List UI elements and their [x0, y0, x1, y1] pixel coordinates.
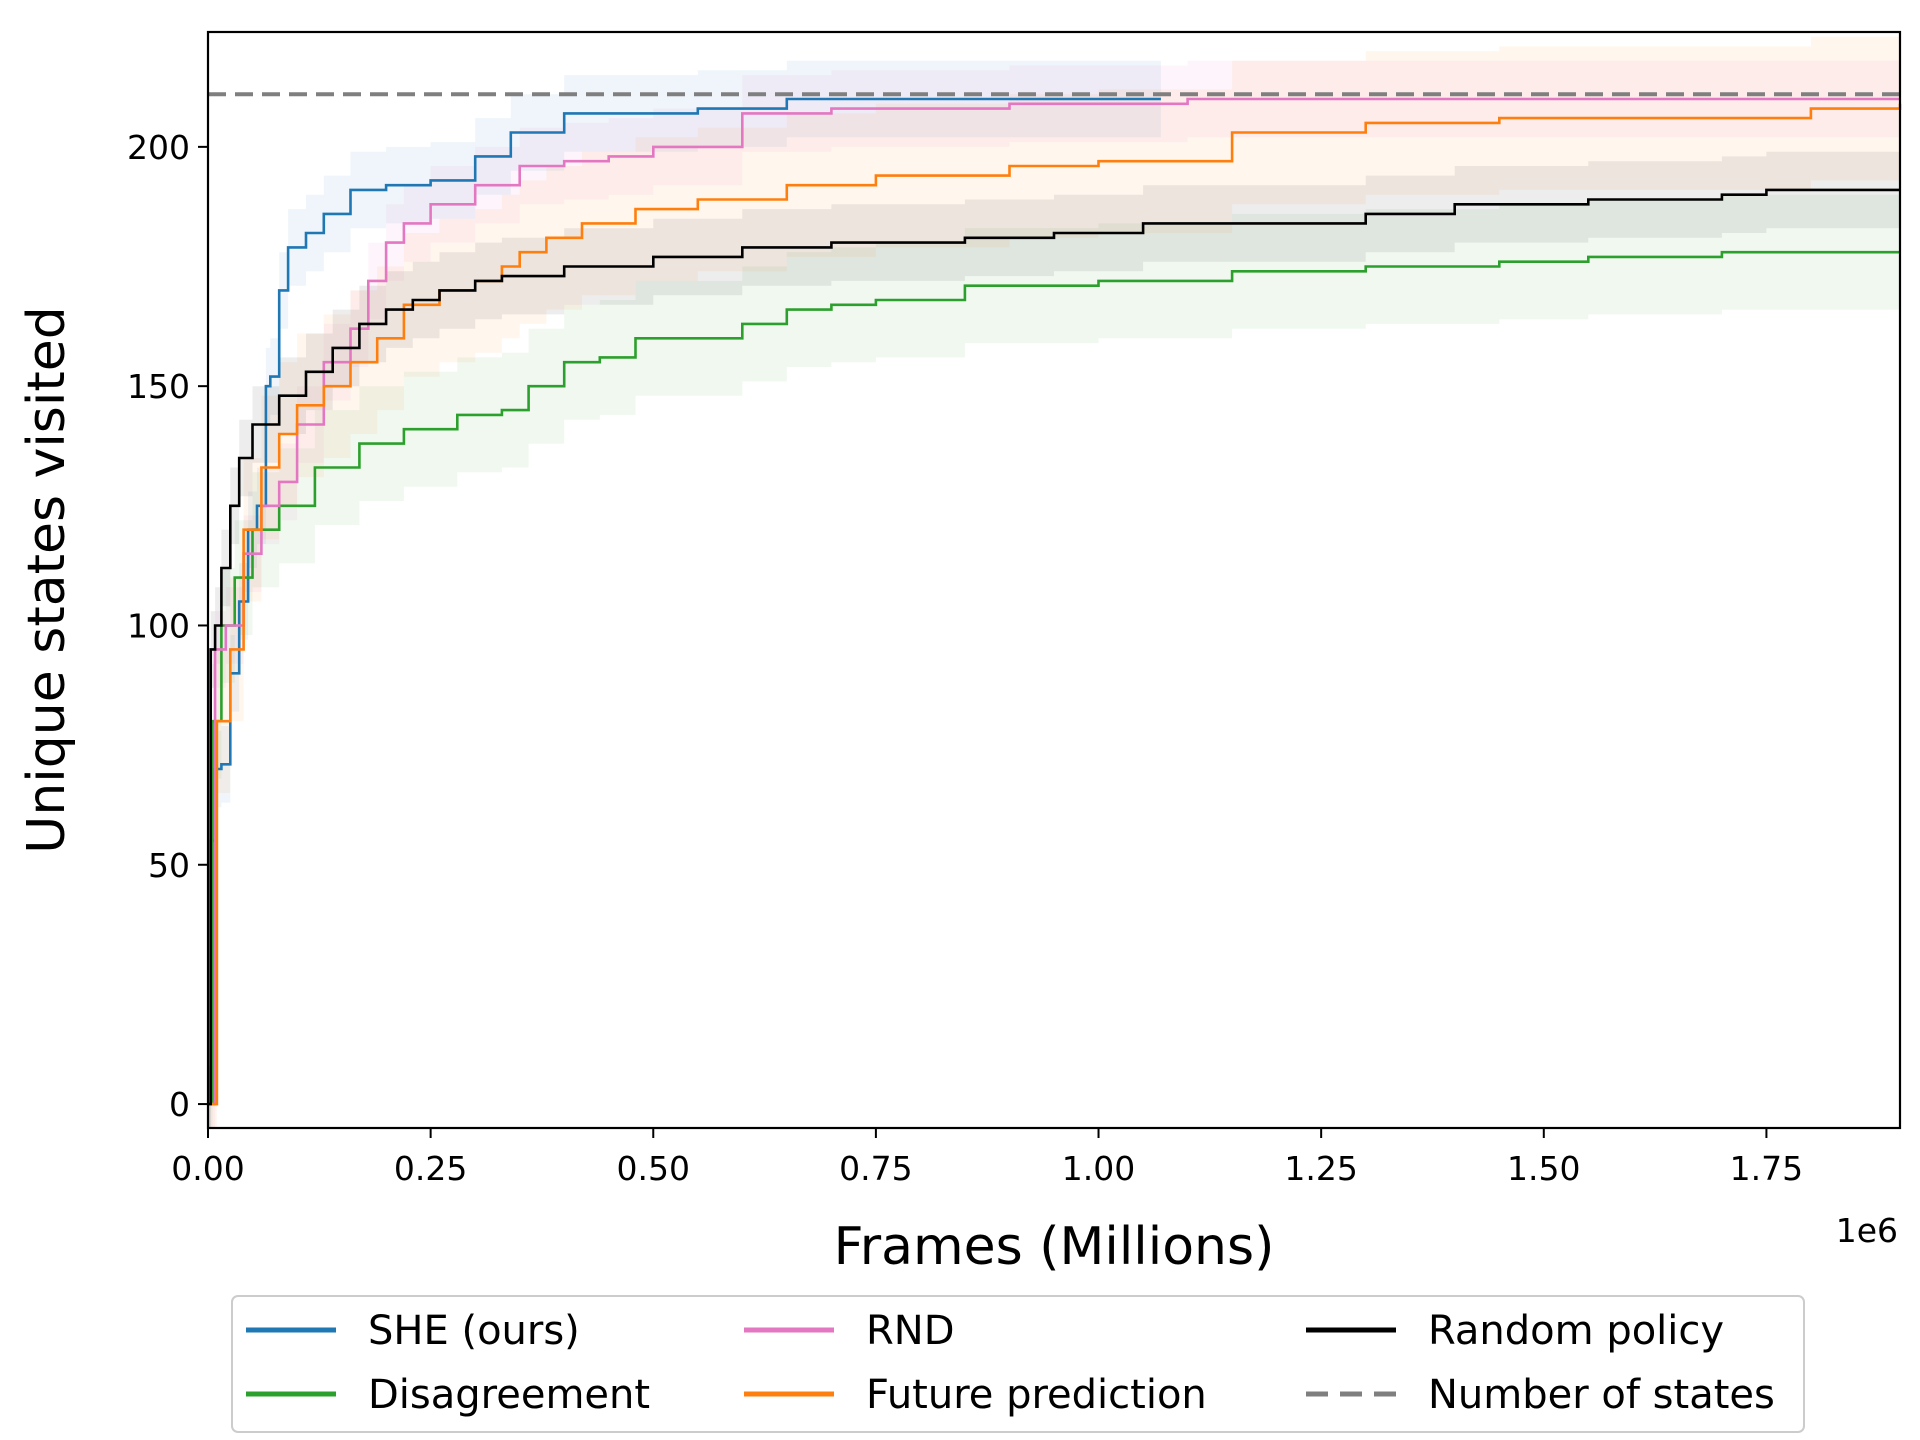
x-axis-ticks: 0.00 0.25 0.50 0.75 1.00 1.25 1.50 1.75 — [171, 1128, 1803, 1188]
x-tick-label: 0.00 — [171, 1149, 244, 1188]
y-tick-label: 100 — [127, 606, 190, 645]
confidence-bands — [208, 32, 1900, 1129]
y-tick-label: 0 — [169, 1085, 190, 1124]
legend: SHE (ours) RND Random policy Disagreement Fu… — [231, 1295, 1805, 1433]
legend-label: SHE (ours) — [368, 1308, 580, 1354]
x-tick-label: 0.50 — [617, 1149, 690, 1188]
band-1 — [208, 194, 1900, 1128]
x-axis-offset-label: 1e6 — [1836, 1211, 1898, 1250]
series-line-2 — [208, 97, 1900, 1106]
band-3 — [208, 32, 1900, 1128]
x-tick-label: 1.75 — [1730, 1149, 1803, 1188]
series-line-4 — [208, 188, 1900, 1106]
plot-area-frame — [206, 30, 1902, 1130]
legend-box — [231, 1295, 1805, 1433]
x-tick-label: 1.25 — [1284, 1149, 1357, 1188]
series-lines — [208, 97, 1902, 1106]
legend-label: Disagreement — [368, 1372, 650, 1418]
legend-label: Number of states — [1428, 1372, 1775, 1418]
legend-label: RND — [866, 1308, 955, 1354]
x-tick-label: 0.25 — [394, 1149, 467, 1188]
y-tick-label: 200 — [127, 128, 190, 167]
x-tick-label: 0.75 — [839, 1149, 912, 1188]
series-line-3 — [208, 103, 1902, 1106]
series-line-1 — [208, 250, 1900, 1106]
legend-label: Future prediction — [866, 1372, 1207, 1418]
y-axis-label: Unique states visited — [17, 306, 77, 853]
y-tick-label: 50 — [148, 846, 190, 885]
y-axis-ticks: 0 50 100 150 200 — [127, 128, 208, 1124]
x-tick-label: 1.00 — [1062, 1149, 1135, 1188]
y-tick-label: 150 — [127, 367, 190, 406]
x-axis-label: Frames (Millions) — [834, 1217, 1275, 1277]
x-tick-label: 1.50 — [1507, 1149, 1580, 1188]
legend-label: Random policy — [1428, 1308, 1724, 1354]
